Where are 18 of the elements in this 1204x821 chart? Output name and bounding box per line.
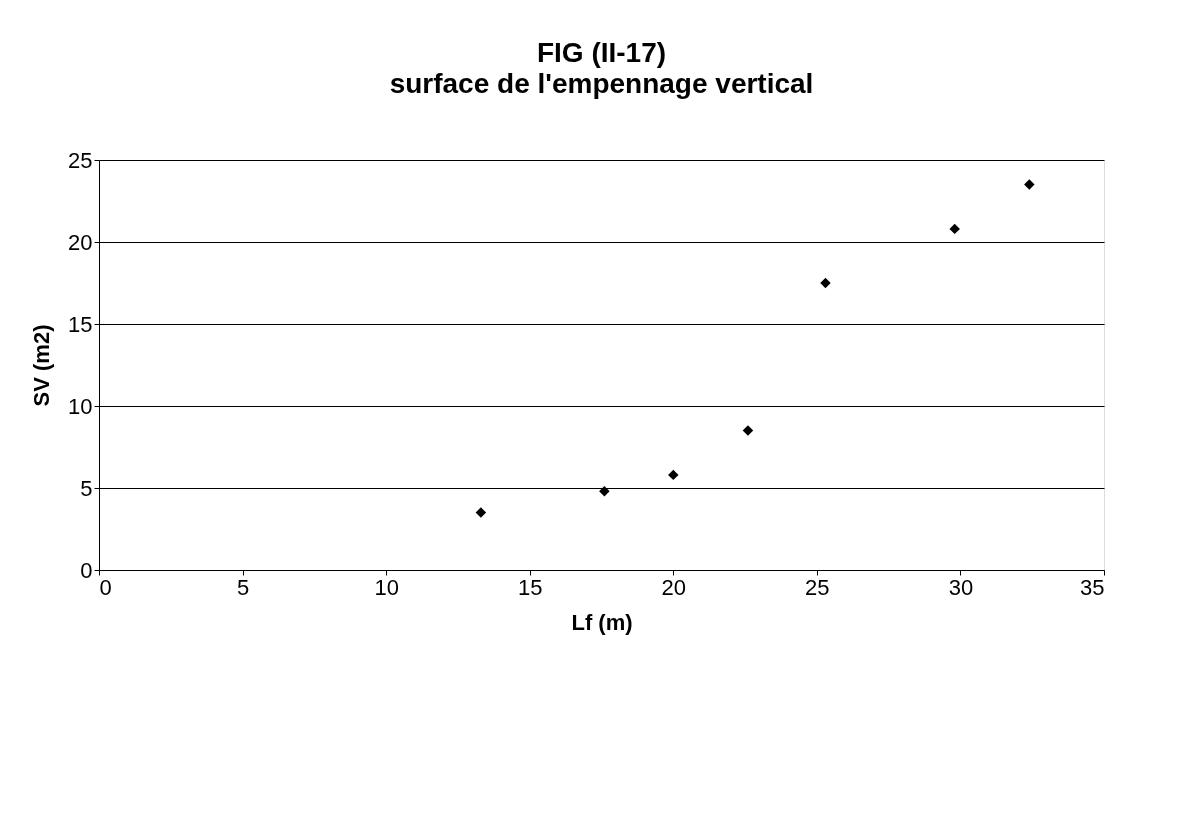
x-tick-label: 30 (948, 574, 974, 600)
x-tick-label: 15 (517, 574, 543, 600)
y-axis-title: SV (m2) (29, 324, 55, 407)
chart-title: FIG (II-17) (536, 37, 667, 68)
x-tick-label: 0 (99, 574, 112, 600)
y-tick-label: 15 (68, 311, 93, 337)
x-tick-label: 5 (236, 574, 250, 600)
y-tick-label: 25 (68, 147, 93, 173)
y-tick-label: 10 (68, 393, 93, 419)
x-axis-title: Lf (m) (571, 609, 633, 635)
x-tick-label: 25 (805, 574, 830, 600)
chart-subtitle: surface de l'empennage vertical (389, 68, 814, 99)
y-tick-label: 0 (80, 557, 93, 583)
y-tick-label: 5 (80, 475, 93, 501)
x-tick-label: 20 (661, 574, 687, 600)
y-tick-label: 20 (68, 229, 93, 255)
x-tick-label: 10 (374, 574, 399, 600)
x-tick-label: 35 (1080, 574, 1105, 600)
